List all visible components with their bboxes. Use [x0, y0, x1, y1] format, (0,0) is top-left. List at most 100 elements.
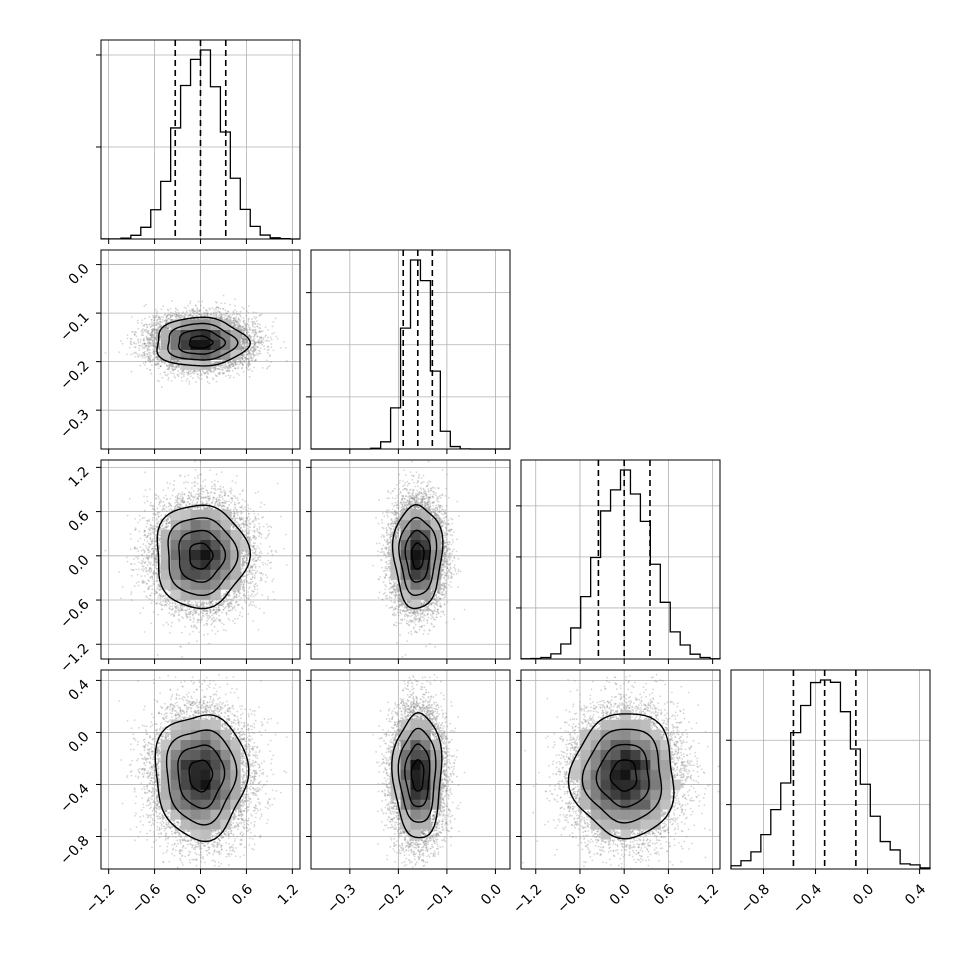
sample-point [185, 505, 188, 507]
sample-point [196, 496, 199, 499]
sample-point [180, 376, 183, 379]
sample-point [153, 338, 156, 340]
sample-point [240, 552, 243, 555]
sample-point [229, 602, 232, 605]
sample-point [166, 518, 169, 521]
sample-point [146, 353, 149, 356]
sample-point [243, 592, 246, 595]
sample-point [151, 564, 154, 566]
sample-point [155, 330, 158, 333]
sample-point [219, 365, 222, 368]
sample-point [221, 501, 224, 504]
sample-point [241, 561, 244, 564]
sample-point [156, 561, 159, 564]
sample-point [185, 613, 188, 616]
sample-point [232, 595, 235, 598]
sample-point [243, 343, 246, 346]
sample-point [154, 346, 156, 349]
sample-point [246, 358, 249, 360]
sample-point [188, 507, 191, 510]
sample-point [186, 617, 189, 619]
sample-point [152, 572, 155, 575]
sample-point [244, 523, 247, 526]
sample-point [151, 528, 154, 531]
sample-point [216, 617, 218, 620]
sample-point [145, 330, 148, 333]
sample-point [142, 328, 145, 331]
sample-point [213, 362, 216, 364]
sample-point [154, 344, 157, 347]
sample-point [182, 497, 184, 499]
sample-point [181, 315, 184, 318]
sample-point [216, 368, 219, 370]
sample-point [195, 640, 198, 643]
sample-point [175, 317, 178, 320]
density-cell [200, 339, 211, 350]
sample-point [162, 527, 165, 530]
sample-point [223, 302, 226, 305]
sample-point [248, 569, 251, 572]
sample-point [219, 361, 221, 364]
sample-point [241, 536, 244, 539]
sample-point [155, 580, 158, 583]
sample-point [199, 618, 202, 621]
sample-point [153, 556, 156, 559]
sample-point [158, 584, 161, 587]
sample-point [214, 612, 217, 614]
sample-point [197, 376, 199, 379]
sample-point [258, 607, 261, 610]
sample-point [242, 338, 244, 341]
sample-point [255, 554, 258, 556]
sample-point [240, 360, 243, 363]
sample-point [241, 565, 244, 568]
sample-point [156, 358, 159, 361]
sample-point [153, 588, 156, 591]
sample-point [256, 352, 259, 355]
sample-point [194, 477, 196, 479]
sample-point [238, 614, 241, 617]
sample-point [236, 361, 239, 363]
sample-point [202, 601, 205, 604]
sample-point [190, 508, 193, 511]
sample-point [154, 498, 157, 500]
sample-point [151, 341, 153, 344]
sample-point [220, 597, 223, 600]
sample-point [164, 603, 166, 606]
sample-point [154, 324, 157, 327]
sample-point [156, 319, 159, 321]
sample-point [228, 490, 231, 493]
sample-point [248, 361, 251, 364]
sample-point [236, 520, 238, 523]
sample-point [198, 494, 201, 497]
sample-point [220, 312, 223, 315]
sample-point [254, 572, 257, 575]
sample-point [240, 596, 243, 599]
sample-point [259, 352, 262, 355]
sample-point [242, 354, 245, 357]
sample-point [163, 327, 165, 329]
sample-point [157, 513, 159, 516]
sample-point [267, 529, 270, 532]
sample-point [171, 300, 173, 302]
sample-point [233, 512, 236, 514]
sample-point [253, 354, 256, 357]
sample-point [155, 332, 157, 335]
sample-point [175, 314, 178, 316]
sample-point [162, 505, 164, 507]
sample-point [153, 573, 156, 576]
sample-point [253, 563, 256, 566]
sample-point [212, 616, 215, 619]
sample-point [153, 345, 156, 348]
sample-point [249, 353, 252, 356]
sample-point [155, 328, 158, 331]
sample-point [247, 507, 250, 509]
sample-point [146, 564, 149, 567]
sample-point [181, 609, 184, 612]
sample-point [157, 362, 160, 365]
sample-point [149, 533, 152, 536]
sample-point [260, 313, 263, 316]
sample-point [170, 312, 173, 315]
sample-point [215, 380, 218, 383]
sample-point [145, 525, 148, 528]
sample-point [214, 501, 217, 503]
